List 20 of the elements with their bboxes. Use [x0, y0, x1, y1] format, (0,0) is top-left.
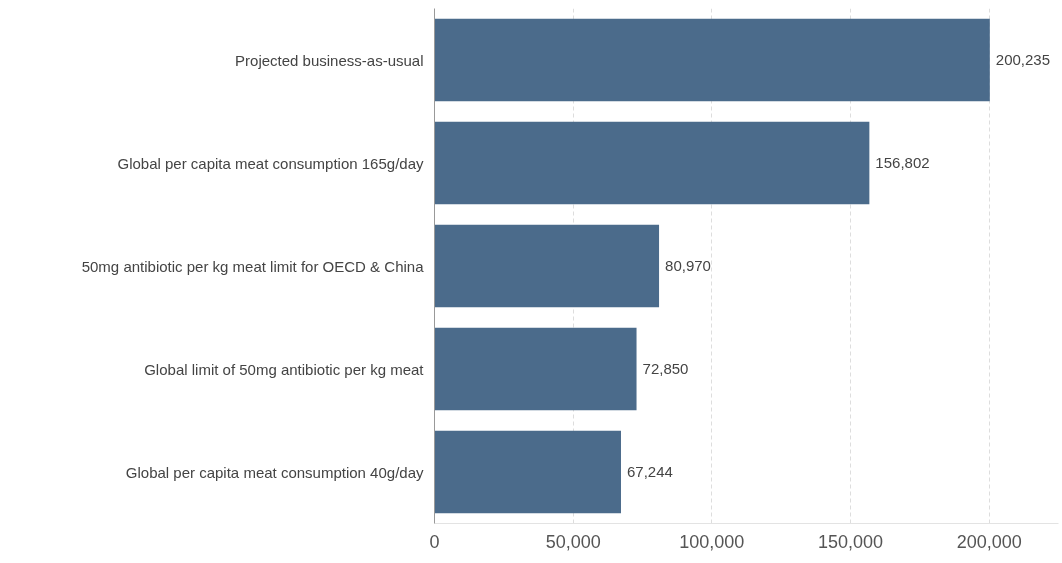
y-tick-label: Projected business-as-usual: [235, 51, 424, 69]
bar: [434, 224, 660, 308]
x-tick-label: 50,000: [545, 531, 601, 552]
bar: [434, 327, 637, 411]
x-tick-label: 0: [429, 531, 440, 552]
data-label: 200,235: [995, 51, 1051, 68]
y-tick-label: 50mg antibiotic per kg meat limit for OECD & China: [81, 257, 425, 275]
data-label: 67,244: [626, 463, 673, 480]
x-tick-label: 100,000: [679, 531, 745, 552]
bar: [434, 430, 621, 514]
bar: [434, 121, 870, 205]
x-tick-label: 150,000: [817, 531, 884, 552]
y-tick-label: Global per capita meat consumption 165g/day: [117, 154, 424, 172]
data-label: 72,850: [642, 360, 689, 377]
data-label: 156,802: [875, 154, 930, 171]
data-label: 80,970: [665, 257, 711, 274]
y-tick-label: Global per capita meat consumption 40g/day: [125, 463, 424, 481]
bar: [434, 18, 990, 102]
y-tick-label: Global limit of 50mg antibiotic per kg meat: [144, 360, 425, 378]
x-tick-label: 200,000: [956, 531, 1022, 552]
